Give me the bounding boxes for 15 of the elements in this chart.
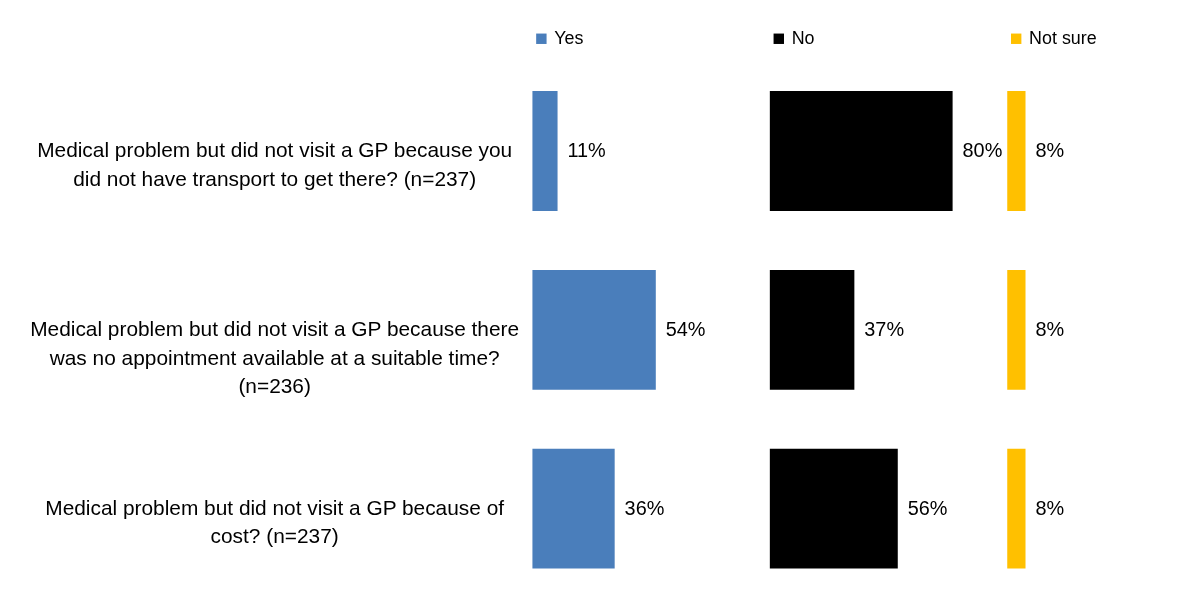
y-tick-label: Medical problem but did not visit a GP because you did not have transport to get there? (n=237) <box>37 137 513 190</box>
data-label: 8% <box>1035 138 1065 161</box>
legend-label: Yes <box>554 27 584 48</box>
y-tick-label: Medical problem but did not visit a GP because there was no appointment available at a suitable time? (n=236) <box>30 316 520 398</box>
data-label: 80% <box>962 138 1003 161</box>
data-label: 11% <box>567 138 606 161</box>
data-label: 37% <box>864 317 905 340</box>
data-label: 8% <box>1035 496 1065 519</box>
data-label: 8% <box>1035 317 1065 340</box>
data-label: 56% <box>907 496 948 519</box>
data-label: 54% <box>665 317 706 340</box>
y-tick-label: Medical problem but did not visit a GP because of cost? (n=237) <box>45 495 505 548</box>
legend-label: Not sure <box>1029 27 1097 48</box>
legend-label: No <box>791 27 815 48</box>
data-label: 36% <box>624 496 665 519</box>
